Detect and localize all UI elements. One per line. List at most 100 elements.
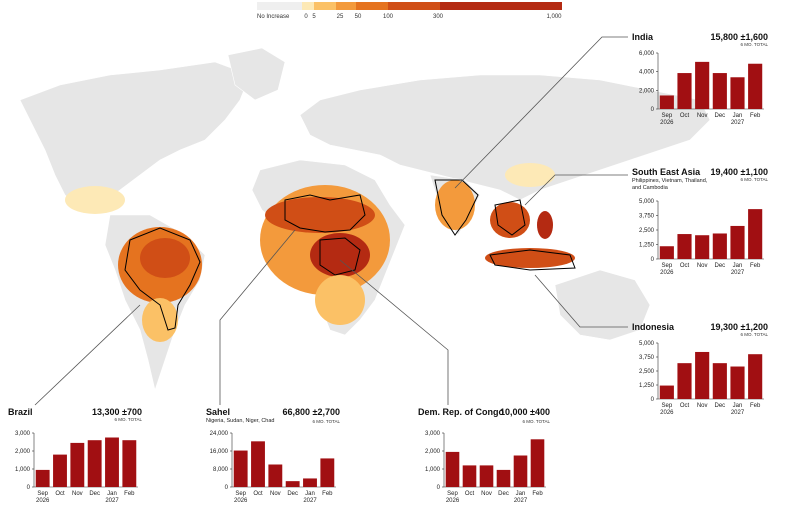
y-tick-label: 0 [27,485,31,491]
x-year-label: 2027 [303,498,317,504]
australia-landmass [554,269,651,341]
panel-subtitle: Nigeria, Sudan, Niger, Chad [206,418,275,424]
x-year-label: 2026 [660,410,674,416]
y-tick-label: 0 [651,397,655,403]
heat-central-america [65,186,125,214]
y-tick-label: 3,000 [15,431,31,437]
bar-dec [87,440,102,487]
x-year-label: 2026 [234,498,248,504]
x-year-label: 2026 [36,498,50,504]
x-tick-label: Nov [270,491,281,497]
sahel-leader-line [219,229,296,405]
x-tick-label: Nov [697,403,708,409]
x-tick-label: Feb [532,491,543,497]
bar-oct [462,465,477,487]
legend-swatch-0-5 [302,2,314,10]
legend-label-0: 0 [304,14,308,20]
bar-feb [320,458,335,487]
legend-label-300: 300 [432,14,444,20]
panel-total: 19,300 ±1,200 [710,322,769,332]
panel-total: 10,000 ±400 [500,407,550,417]
legend-swatch-300-1000 [440,2,562,10]
bar-nov [695,235,710,259]
panel-total-note: 6 MO. TOTAL [312,419,340,424]
brazil-outline [124,227,201,331]
bar-feb [748,63,763,109]
x-year-label: 2026 [660,270,674,276]
x-tick-label: Oct [680,113,690,119]
x-tick-label: Dec [714,113,725,119]
panel-title: India [632,32,654,42]
panel-total-note: 6 MO. TOTAL [114,417,142,422]
panel-total-note: 6 MO. TOTAL [740,177,768,182]
legend-label-25: 25 [336,14,344,20]
panel-total-note: 6 MO. TOTAL [740,42,768,47]
drc-leader-line [339,259,449,405]
region-outlines [124,179,576,331]
heat-congo [310,233,370,277]
x-tick-label: Feb [750,403,761,409]
x-tick-label: Dec [287,491,298,497]
bar-dec [712,233,727,259]
x-tick-label: Dec [714,403,725,409]
y-tick-label: 16,000 [210,449,229,455]
bar-jan [730,225,745,259]
legend-label-5: 5 [312,14,316,20]
bar-nov [695,351,710,399]
legend-swatch-no-increase [257,2,302,10]
heat-india [435,180,475,230]
y-tick-label: 6,000 [639,51,655,57]
y-tick-label: 0 [437,485,441,491]
x-year-label: 2027 [105,498,119,504]
bar-jan [730,366,745,399]
x-tick-label: Oct [680,263,690,269]
drc-panel: Dem. Rep. of Congo 10,000 ±400 6 MO. TOT… [418,407,550,510]
x-year-label: 2026 [446,498,460,504]
greenland-landmass [227,47,286,101]
x-tick-label: Jan [516,491,526,497]
panel-title: Indonesia [632,322,675,332]
brazil-leader-line [34,304,141,406]
drc-outline [319,237,361,276]
x-tick-label: Sep [37,491,48,497]
x-tick-label: Sep [661,113,672,119]
legend-label-no-increase: No Increase [257,14,290,20]
y-tick-label: 2,000 [639,88,655,94]
x-tick-label: Dec [498,491,509,497]
y-tick-label: 1,000 [425,467,441,473]
x-tick-label: Sep [661,263,672,269]
x-tick-label: Jan [733,403,743,409]
legend-swatch-25-50 [336,2,356,10]
x-tick-label: Nov [697,113,708,119]
bar-oct [677,73,692,109]
x-tick-label: Dec [89,491,100,497]
y-tick-label: 24,000 [210,431,229,437]
y-tick-label: 2,000 [425,449,441,455]
y-tick-label: 8,000 [213,467,229,473]
bar-sep [659,385,674,399]
panel-total: 19,400 ±1,100 [710,167,769,177]
x-tick-label: Oct [465,491,475,497]
x-tick-label: Nov [697,263,708,269]
sea-outline [494,199,526,236]
indonesia-leader-line [534,274,628,328]
bar-feb [530,439,545,487]
x-year-label: 2027 [731,120,745,126]
bar-nov [695,61,710,109]
panel-subtitle: Philippines, Vietnam, Thailand, and Camb… [632,178,708,191]
x-tick-label: Feb [750,263,761,269]
india-panel: India 15,800 ±1,600 6 MO. TOTAL 0 2,000 4,… [632,32,768,132]
y-tick-label: 1,000 [15,467,31,473]
panel-total-note: 6 MO. TOTAL [740,332,768,337]
x-tick-label: Sep [235,491,246,497]
brazil-panel: Brazil 13,300 ±700 6 MO. TOTAL 0 1,000 2,0… [8,407,142,510]
bar-jan [730,77,745,109]
india-leader-line [454,36,628,189]
panel-title: Dem. Rep. of Congo [418,407,504,417]
bar-feb [748,209,763,259]
bar-sep [233,450,248,487]
bar-sep [35,469,50,487]
y-tick-label: 3,000 [425,431,441,437]
